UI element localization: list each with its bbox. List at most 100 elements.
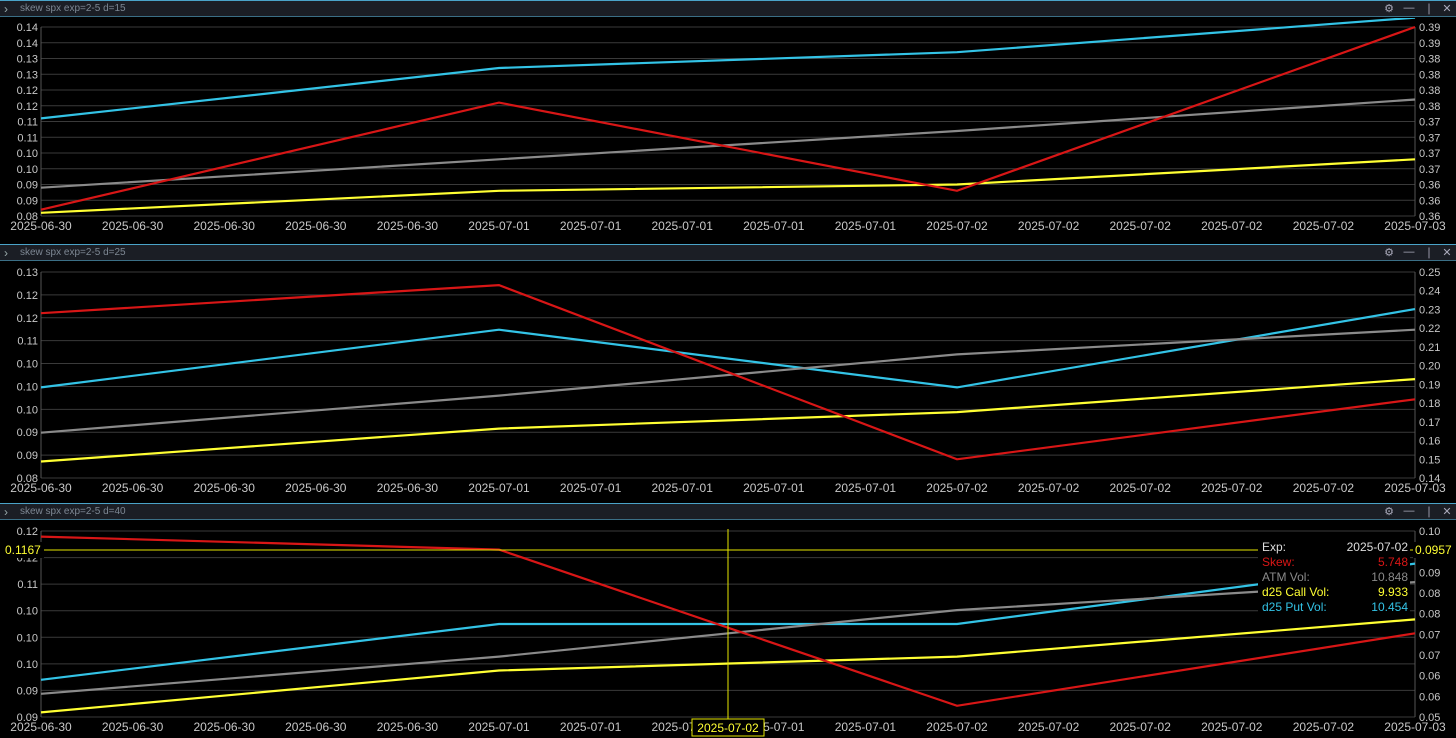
y-tick-right: 0.14 <box>1419 473 1440 485</box>
crosshair-date-bg <box>691 718 765 737</box>
y-tick-left: 0.14 <box>17 38 38 50</box>
pin-icon[interactable]: ∣ <box>1426 506 1432 518</box>
crosshair-left-value: 0.1167 <box>5 543 41 557</box>
y-tick-left: 0.09 <box>17 180 38 192</box>
x-tick: 2025-07-02 <box>1110 481 1172 495</box>
y-tick-left: 0.10 <box>17 659 38 671</box>
close-icon[interactable]: ✕ <box>1442 247 1452 259</box>
y-tick-right: 0.36 <box>1419 180 1440 192</box>
y-tick-right: 0.36 <box>1419 195 1440 207</box>
y-tick-right: 0.23 <box>1419 304 1440 316</box>
x-tick: 2025-07-01 <box>835 720 897 734</box>
tooltip-skew-value: 5.748 <box>1377 555 1408 569</box>
y-tick-left: 0.11 <box>17 336 38 348</box>
tooltip-put-label: d25 Put Vol: <box>1262 600 1327 614</box>
y-tick-left: 0.10 <box>17 404 38 416</box>
settings-icon[interactable]: ⚙ <box>1384 247 1394 259</box>
series-line-d25-call-vol <box>40 378 1416 463</box>
series-line-atm-vol <box>40 328 1416 434</box>
chart-plot-d15[interactable]: 0.14 0.14 0.13 0.13 0.12 0.12 0.11 0.11 0.10 0.10… <box>0 18 1456 242</box>
x-tick: 2025-07-01 <box>652 481 714 495</box>
y-tick-right: 0.21 <box>1419 342 1440 354</box>
y-tick-right: 0.38 <box>1419 85 1440 97</box>
tooltip-skew-row: Skew: 5.748 <box>1262 555 1408 570</box>
y-tick-left: 0.13 <box>17 267 38 279</box>
y-tick-right: 0.36 <box>1419 211 1440 223</box>
panel-title: skew spx exp=2-5 d=15 <box>20 3 126 14</box>
x-tick: 2025-07-01 <box>560 720 622 734</box>
x-tick: 2025-07-01 <box>468 481 530 495</box>
y-tick-left: 0.09 <box>17 195 38 207</box>
chevron-right-icon[interactable]: › <box>4 2 8 16</box>
y-tick-right: 0.06 <box>1419 671 1440 683</box>
x-tick: 2025-06-30 <box>377 219 439 233</box>
tooltip-call-value: 9.933 <box>1377 585 1408 599</box>
y-tick-left: 0.10 <box>17 359 38 371</box>
x-tick: 2025-07-02 <box>1293 481 1355 495</box>
pin-icon[interactable]: ∣ <box>1426 3 1432 15</box>
y-tick-right: 0.18 <box>1419 398 1440 410</box>
x-tick: 2025-07-01 <box>835 219 897 233</box>
series-line-atm-vol <box>40 98 1416 189</box>
y-tick-left: 0.12 <box>17 313 38 325</box>
y-tick-left: 0.13 <box>17 69 38 81</box>
y-tick-left: 0.08 <box>17 211 38 223</box>
x-tick: 2025-06-30 <box>102 720 164 734</box>
y-tick-left: 0.12 <box>17 85 38 97</box>
y-tick-right: 0.37 <box>1419 132 1440 144</box>
series-line-d25-call-vol <box>40 158 1416 214</box>
x-tick: 2025-07-01 <box>652 219 714 233</box>
y-tick-left: 0.11 <box>17 117 38 129</box>
x-tick: 2025-06-30 <box>10 720 72 734</box>
settings-icon[interactable]: ⚙ <box>1384 506 1394 518</box>
chevron-right-icon[interactable]: › <box>4 505 8 519</box>
minimize-icon[interactable]: — <box>1403 2 1415 14</box>
x-tick: 2025-07-02 <box>1018 481 1080 495</box>
y-tick-right: 0.24 <box>1419 286 1440 298</box>
series-line-skew <box>40 25 1416 211</box>
x-tick: 2025-07-02 <box>926 481 988 495</box>
x-tick: 2025-07-02 <box>926 720 988 734</box>
crosshair-right-label-bg <box>1413 542 1456 558</box>
y-tick-left: 0.09 <box>17 450 38 462</box>
x-tick: 2025-06-30 <box>102 219 164 233</box>
chart-plot-d25[interactable]: 0.13 0.12 0.12 0.11 0.10 0.10 0.10 0.09 0.09 0.08… <box>0 262 1456 502</box>
settings-icon[interactable]: ⚙ <box>1384 3 1394 15</box>
x-tick: 2025-07-02 <box>1110 720 1172 734</box>
x-tick: 2025-07-01 <box>743 219 805 233</box>
tooltip-exp-label: Exp: <box>1262 540 1287 554</box>
tooltip-exp-row: Exp: 2025-07-02 <box>1262 540 1408 555</box>
y-tick-left: 0.12 <box>17 101 38 113</box>
minimize-icon[interactable]: — <box>1403 246 1415 258</box>
x-tick: 2025-07-02 <box>1201 219 1263 233</box>
panel-title: skew spx exp=2-5 d=40 <box>20 506 126 517</box>
tooltip-atm-value: 10.848 <box>1371 570 1408 584</box>
x-tick: 2025-07-01 <box>468 219 530 233</box>
crosshair-left-label-bg <box>0 542 44 558</box>
y-tick-right: 0.17 <box>1419 417 1440 429</box>
y-tick-right: 0.10 <box>1419 526 1440 538</box>
x-tick: 2025-06-30 <box>194 219 256 233</box>
minimize-icon[interactable]: — <box>1403 505 1415 517</box>
x-tick: 2025-07-02 <box>1293 720 1355 734</box>
y-tick-right: 0.07 <box>1419 650 1440 662</box>
x-tick: 2025-07-01 <box>743 481 805 495</box>
x-tick: 2025-06-30 <box>377 720 439 734</box>
x-tick: 2025-07-01 <box>468 720 530 734</box>
chart-panel-d40: › skew spx exp=2-5 d=40 ⚙ — ∣ ✕ 0.12 0.12… <box>0 503 1456 738</box>
pin-icon[interactable]: ∣ <box>1426 247 1432 259</box>
x-tick: 2025-07-01 <box>560 219 622 233</box>
chevron-right-icon[interactable]: › <box>4 246 8 260</box>
y-tick-right: 0.38 <box>1419 69 1440 81</box>
y-tick-right: 0.07 <box>1419 629 1440 641</box>
chart-plot-d40[interactable]: 0.120.120.110.100.100.100.090.090.100.09… <box>0 521 1456 738</box>
x-tick: 2025-07-01 <box>835 481 897 495</box>
close-icon[interactable]: ✕ <box>1442 3 1452 15</box>
y-tick-left: 0.09 <box>17 712 38 724</box>
tooltip-call-label: d25 Call Vol: <box>1262 585 1330 599</box>
tooltip-skew-label: Skew: <box>1262 555 1295 569</box>
x-tick: 2025-06-30 <box>102 481 164 495</box>
y-tick-left: 0.14 <box>17 22 38 34</box>
close-icon[interactable]: ✕ <box>1442 506 1452 518</box>
y-tick-right: 0.25 <box>1419 267 1440 279</box>
